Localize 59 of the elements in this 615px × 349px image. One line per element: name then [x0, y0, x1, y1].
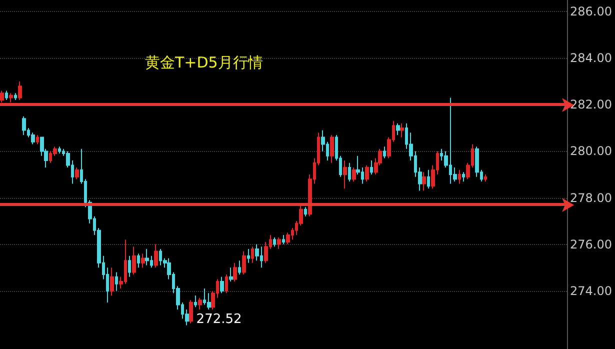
- y-tick-label: 274.00: [570, 284, 612, 298]
- candlestick: [110, 267, 114, 296]
- y-tick-label: 284.00: [570, 51, 612, 66]
- candlestick: [238, 260, 241, 276]
- candlestick: [18, 80, 22, 101]
- candlestick: [14, 92, 17, 101]
- candlestick: [484, 174, 487, 182]
- candlestick: [427, 169, 430, 189]
- candlestick: [396, 122, 400, 136]
- candlestick: [273, 236, 276, 248]
- candlestick: [282, 234, 285, 245]
- y-tick-label: 276.00: [570, 237, 612, 252]
- annotation: 272.52: [196, 312, 242, 327]
- candlestick: [128, 255, 131, 278]
- candlestick: [370, 160, 373, 175]
- candlestick: [132, 246, 136, 276]
- candlestick: [220, 276, 224, 294]
- candlestick: [229, 267, 233, 282]
- candlestick: [36, 134, 39, 145]
- candlestick: [247, 248, 250, 264]
- candlestick: [348, 162, 351, 182]
- candlestick: [115, 272, 118, 292]
- candlestick: [194, 294, 197, 308]
- candlestick: [0, 90, 4, 103]
- candlestick: [422, 172, 426, 192]
- y-tick-label: 282.00: [570, 98, 612, 112]
- candlestick: [9, 92, 13, 103]
- candlestick: [154, 244, 158, 268]
- candlestick: [330, 134, 334, 164]
- candlestick: [75, 167, 79, 180]
- candlestick: [137, 253, 140, 268]
- text: 黄金T+D5月行情: [145, 54, 263, 72]
- candlestick: [475, 146, 479, 178]
- candlestick: [277, 236, 281, 250]
- candlestick: [304, 206, 307, 217]
- y-tick-label: 278.00: [570, 190, 612, 205]
- y-tick-label: 280.00: [570, 144, 612, 158]
- candlestick: [198, 297, 202, 310]
- candlestick: [141, 253, 145, 268]
- candlestick: [5, 90, 8, 101]
- candlestick: [251, 246, 254, 264]
- candlestick: [22, 116, 26, 136]
- candlestick: [462, 172, 465, 182]
- candlestick: [286, 232, 290, 245]
- candlestick: [189, 300, 193, 324]
- candlestick: [352, 167, 356, 182]
- candlestick: [207, 292, 211, 310]
- y-tick-label: 286.00: [570, 4, 612, 19]
- candlestick: [365, 164, 369, 182]
- candlestick: [400, 122, 404, 138]
- candlestick: [145, 248, 149, 266]
- candlestick: [58, 146, 61, 154]
- candlestick: [458, 169, 461, 184]
- candlestick: [242, 250, 246, 276]
- candlestick: [31, 132, 35, 145]
- candlestick: [383, 146, 386, 159]
- candlestick: [343, 160, 347, 189]
- candlestick: [233, 262, 237, 282]
- candlestick: [225, 274, 228, 294]
